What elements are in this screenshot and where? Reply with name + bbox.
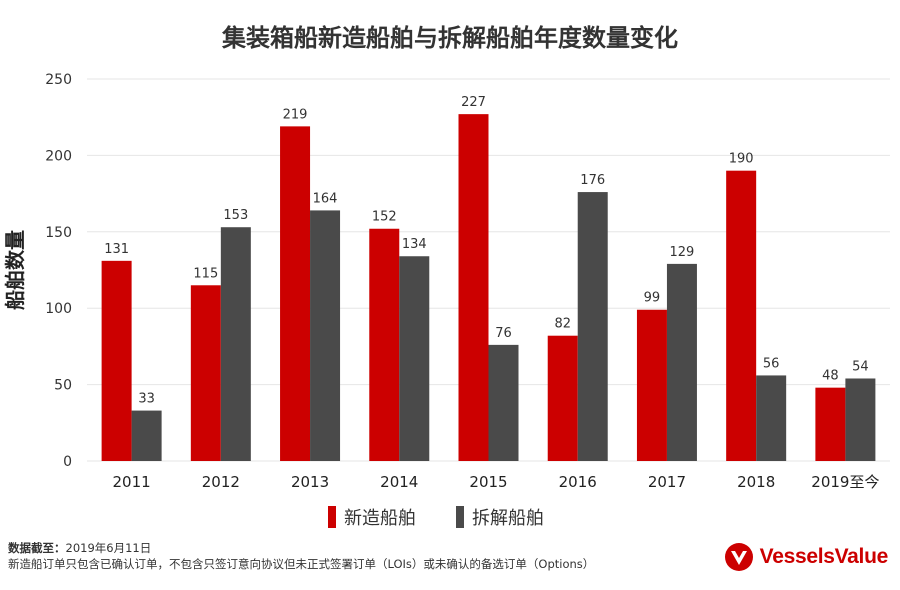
brand-logo: VesselsValue [724,542,888,572]
bar [310,210,341,461]
footer-note: 数据截至：2019年6月11日 新造船订单只包含已确认订单，不包含只签订意向协议… [8,540,594,572]
data-label: 82 [554,317,571,332]
y-tick-label: 200 [45,148,72,164]
bar [845,378,876,461]
data-label: 131 [104,242,129,257]
data-labels: 131 33 115 153 219 164 152 134 227 76 82 176 99 129 19… [104,95,868,406]
y-tick-label: 0 [63,454,72,470]
x-tick-label: 2019至今 [811,473,879,491]
bar [756,375,787,461]
data-label: 33 [138,392,155,407]
y-tick-label: 100 [45,301,72,317]
x-tick-label: 2013 [291,473,329,491]
y-tick-label: 150 [45,225,72,241]
x-tick-label: 2014 [380,473,418,491]
y-axis-label: 船舶数量 [3,230,27,310]
bar [190,285,221,461]
data-label: 115 [193,266,218,281]
logo-icon [724,543,753,571]
y-tick-label: 50 [54,378,72,394]
data-label: 48 [822,369,839,384]
legend-item-demolition[interactable]: 拆解船舶 [456,504,544,530]
x-tick-label: 2018 [737,473,775,491]
bar [399,256,430,461]
x-tick-label: 2012 [202,473,240,491]
data-label: 164 [313,191,338,206]
data-date-label: 数据截至： [8,541,66,555]
data-label: 153 [223,208,248,223]
data-label: 76 [495,326,512,341]
bar [220,227,251,461]
data-label: 152 [372,210,397,225]
bar [131,410,162,461]
data-label: 134 [402,237,427,252]
y-tick-label: 250 [45,72,72,88]
bar [666,263,697,461]
bar [726,170,757,461]
legend-swatch-new-build [328,506,336,528]
legend-swatch-demolition [456,506,464,528]
legend-label-demolition: 拆解船舶 [472,508,544,529]
bar [458,114,489,462]
logo-text: VesselsValue [759,545,889,568]
x-tick-label: 2015 [469,473,507,491]
y-tick-labels: 0 50 100 150 200 250 [45,72,72,470]
bar [369,228,400,461]
x-tick-label: 2016 [559,473,597,491]
order-note: 新造船订单只包含已确认订单，不包含只签订意向协议但未正式签署订单（LOIs）或未… [8,557,595,571]
data-label: 176 [580,173,605,188]
data-label: 219 [283,107,308,122]
bar [280,126,311,462]
bar [636,309,667,461]
bar-chart: 0 50 100 150 200 250 船舶数量 131 33 115 153 219 164 15… [3,72,890,491]
bar [101,260,132,461]
bar [488,344,519,461]
x-tick-label: 2011 [113,473,151,491]
bars [101,114,876,462]
data-label: 190 [729,152,754,167]
bar [815,387,846,461]
data-label: 227 [461,95,486,110]
data-label: 56 [763,356,780,371]
legend-label-new-build: 新造船舶 [344,508,416,529]
bar [577,192,608,461]
legend: 新造船舶 拆解船舶 [328,504,544,530]
data-label: 99 [644,291,661,306]
x-tick-labels: 2011 2012 2013 2014 2015 2016 2017 2018 2019至今 [113,473,880,491]
chart-title: 集装箱船新造船舶与拆解船舶年度数量变化 [222,24,678,52]
legend-item-new-build[interactable]: 新造船舶 [328,504,416,530]
bar [547,335,578,461]
data-label: 129 [670,245,695,260]
x-tick-label: 2017 [648,473,686,491]
data-date-value: 2019年6月11日 [65,541,152,555]
data-label: 54 [852,359,869,374]
